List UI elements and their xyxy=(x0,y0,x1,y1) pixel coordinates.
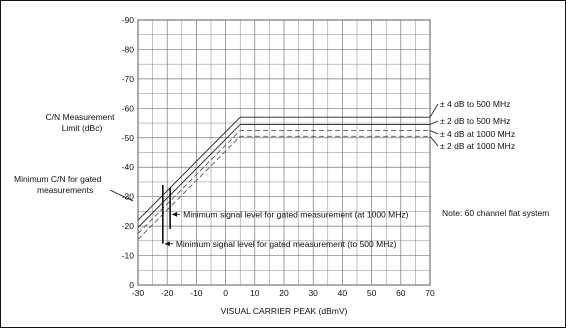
legend-leader xyxy=(429,136,439,147)
x-tick-label: 40 xyxy=(338,288,348,298)
series-line xyxy=(137,129,430,234)
y-tick-label: -30 xyxy=(122,192,135,202)
x-tick-label: 70 xyxy=(425,288,435,298)
legend-label: ± 2 dB at 1000 MHz xyxy=(440,141,515,151)
x-axis-label: VISUAL CARRIER PEAK (dBmV) xyxy=(221,306,348,316)
x-tick-label: 0 xyxy=(223,288,228,298)
x-tick-label: 60 xyxy=(396,288,406,298)
x-tick-label: 20 xyxy=(279,288,289,298)
series-line xyxy=(137,135,430,240)
x-tick-label: -20 xyxy=(161,288,174,298)
series-line xyxy=(137,124,430,228)
min-signal-label: Minimum signal level for gated measureme… xyxy=(183,209,409,219)
legend-label: ± 4 dB to 500 MHz xyxy=(440,99,510,109)
series-line xyxy=(137,116,430,221)
min-cn-label-line1: Minimum C/N for gated xyxy=(14,174,102,184)
y-tick-label: -20 xyxy=(122,221,135,231)
y-tick-label: -60 xyxy=(122,103,135,113)
y-tick-label: -10 xyxy=(122,251,135,261)
min-signal-arrow xyxy=(172,211,178,217)
y-tick-label: 0 xyxy=(129,280,134,290)
ylabel-line2: Limit (dBc) xyxy=(62,123,103,133)
series-lines xyxy=(137,116,430,240)
x-tick-label: -30 xyxy=(132,288,145,298)
tick-labels: -30 -20 -10 0 10 20 30 40 50 60 70 -90 -80 -70 -60 -50 -… xyxy=(122,15,435,298)
legend-leader xyxy=(429,130,439,135)
ylabel-line1: C/N Measurement xyxy=(46,112,116,122)
x-tick-label: 10 xyxy=(250,288,260,298)
legend-label: ± 4 dB at 1000 MHz xyxy=(440,129,515,139)
min-cn-label-line2: measurements xyxy=(37,185,93,195)
legend-leader xyxy=(429,120,439,125)
min-signal-label: Minimum signal level for gated measureme… xyxy=(176,239,397,249)
y-tick-label: -80 xyxy=(122,44,135,54)
grid xyxy=(137,19,431,286)
min-cn-leader xyxy=(109,189,134,202)
legend: ± 4 dB to 500 MHz ± 2 dB to 500 MHz ± 4 dB… xyxy=(429,99,515,151)
y-tick-label: -90 xyxy=(122,15,135,25)
y-tick-label: -70 xyxy=(122,74,135,84)
y-tick-label: -50 xyxy=(122,133,135,143)
note-label: Note: 60 channel flat system xyxy=(442,208,549,218)
min-signal-arrow xyxy=(164,241,170,247)
x-tick-label: 30 xyxy=(308,288,318,298)
legend-leader xyxy=(429,103,439,118)
x-tick-label: 50 xyxy=(367,288,377,298)
y-tick-label: -40 xyxy=(122,162,135,172)
x-tick-label: -10 xyxy=(190,288,203,298)
legend-label: ± 2 dB to 500 MHz xyxy=(440,116,510,126)
minimum-signal-markers: Minimum signal level for gated measureme… xyxy=(162,184,409,249)
